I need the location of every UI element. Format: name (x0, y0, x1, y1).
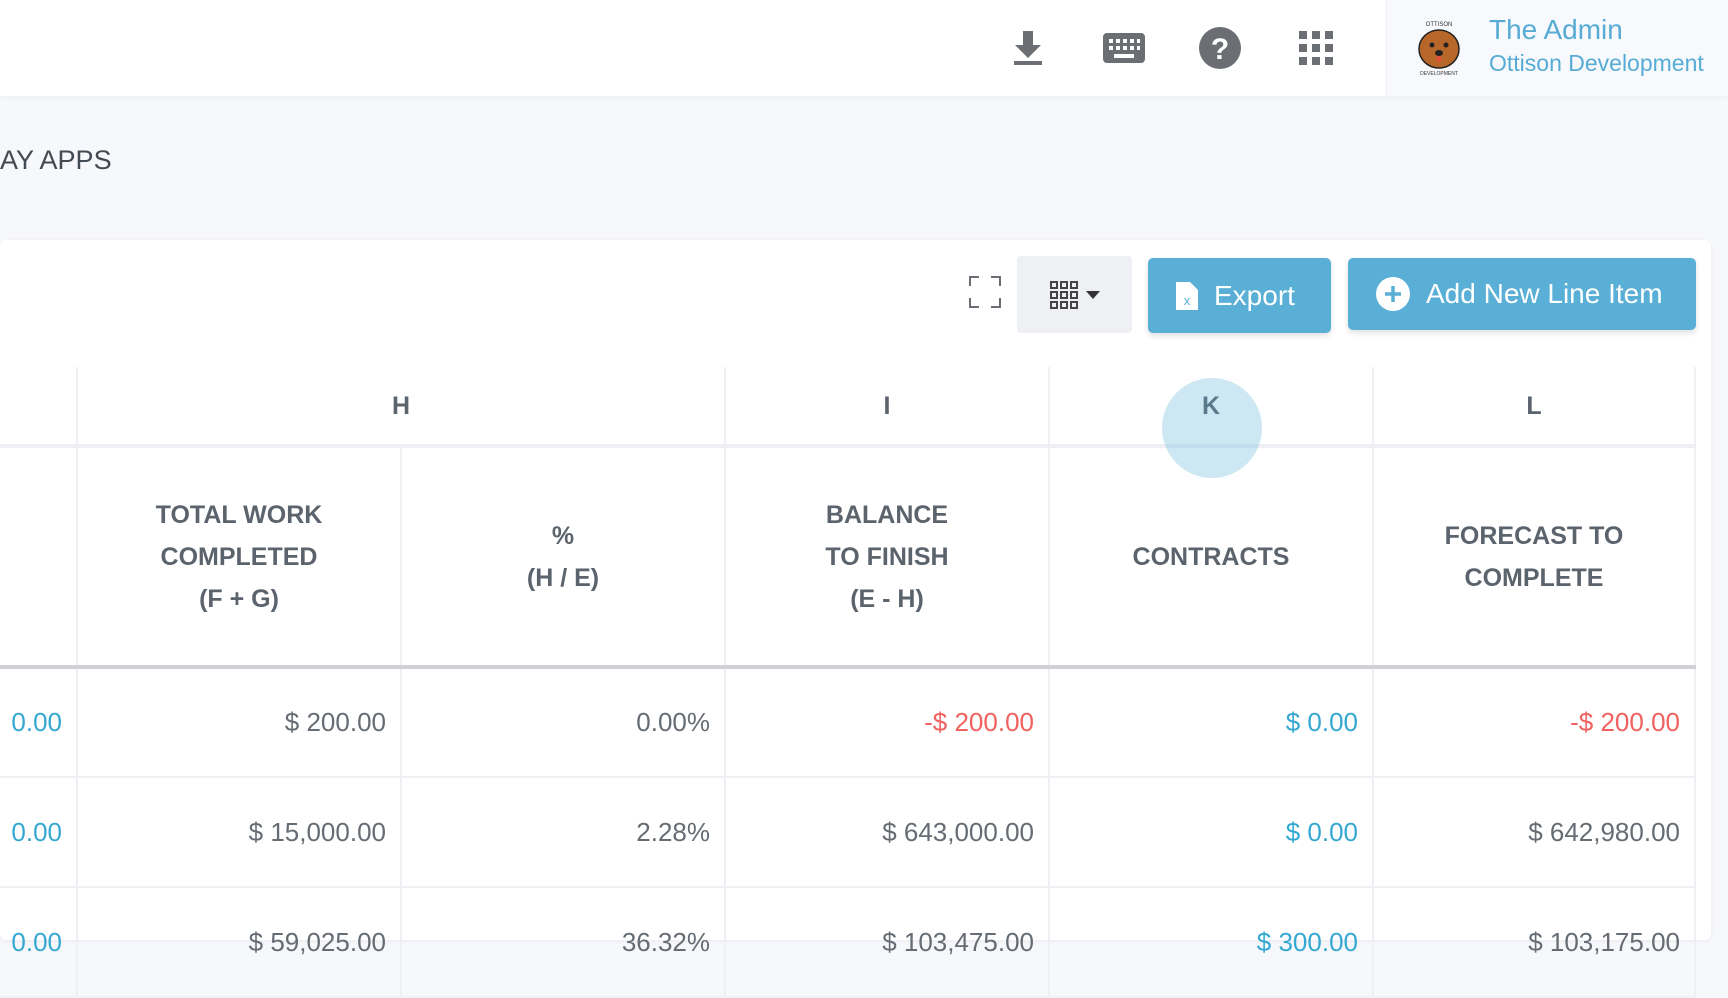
table-cell: $ 59,025.00 (77, 887, 402, 998)
header-percent[interactable]: % (H / E) (401, 446, 726, 669)
table-cell: $ 15,000.00 (77, 777, 402, 888)
column-chooser-button[interactable] (1017, 256, 1132, 333)
header-balance-to-finish[interactable]: BALANCE TO FINISH (E - H) (725, 446, 1050, 669)
header-line: TOTAL WORK (155, 500, 323, 529)
table-cell: 2.28% (401, 777, 726, 888)
table-cell: -$ 200.00 (1373, 667, 1696, 778)
click-ripple (1162, 378, 1262, 478)
header-line: (H / E) (526, 563, 600, 592)
header-line: CONTRACTS (1132, 542, 1290, 571)
export-button[interactable]: x Export (1148, 258, 1331, 333)
column-grid-icon (1049, 280, 1078, 309)
table-row[interactable]: 0.00 $ 59,025.00 36.32% $ 103,475.00 $ 300.0… (0, 887, 1696, 998)
header-line: BALANCE (825, 500, 949, 529)
table-row[interactable]: 0.00 $ 200.00 0.00% -$ 200.00 $ 0.00 -$ 200.0… (0, 667, 1696, 778)
svg-text:?: ? (1211, 33, 1229, 66)
excel-file-icon: x (1176, 281, 1198, 310)
table-cell: $ 103,175.00 (1373, 887, 1696, 998)
table-cell: $ 0.00 (1049, 777, 1374, 888)
table-cell: $ 0.00 (1049, 667, 1374, 778)
header-line: % (551, 521, 575, 550)
header-line: (F + G) (199, 584, 279, 613)
fullscreen-icon[interactable] (969, 276, 1001, 308)
column-letter-k[interactable]: K (1049, 367, 1374, 448)
company-logo: OTTISON DEVELOPMENT (1418, 22, 1460, 76)
user-menu[interactable]: OTTISON DEVELOPMENT The Admin Ottison Dev… (1386, 0, 1728, 96)
caret-down-icon (1085, 290, 1100, 299)
table-cell: 0.00 (0, 887, 78, 998)
page-title: AY APPS (0, 145, 112, 175)
add-line-item-label: Add New Line Item (1426, 278, 1663, 309)
help-icon[interactable]: ? (1198, 26, 1242, 70)
table-cell: 36.32% (401, 887, 726, 998)
keyboard-icon[interactable] (1102, 26, 1146, 70)
header-forecast-to-complete[interactable]: FORECAST TO COMPLETE (1373, 446, 1696, 669)
column-header (0, 446, 78, 669)
header-line: TO FINISH (825, 542, 949, 571)
column-letter-i[interactable]: I (725, 367, 1050, 448)
svg-text:OTTISON: OTTISON (1426, 22, 1453, 28)
svg-text:x: x (1184, 293, 1191, 308)
line-items-table: H I K L TOTAL WORK COMPLETED (F + G) % (H /… (0, 367, 1696, 998)
table-cell: $ 643,000.00 (725, 777, 1050, 888)
table-cell: $ 200.00 (77, 667, 402, 778)
export-label: Export (1214, 279, 1295, 311)
header-line: (E - H) (850, 584, 924, 613)
header-line: COMPLETED (160, 542, 318, 571)
download-icon[interactable] (1006, 26, 1050, 70)
top-bar: ? OTTISON DEVELOPMENT The Admin Ottison D… (0, 0, 1728, 96)
add-line-item-button[interactable]: Add New Line Item (1348, 258, 1696, 330)
user-name: The Admin (1489, 14, 1623, 45)
header-line: COMPLETE (1464, 563, 1604, 592)
apps-grid-icon[interactable] (1294, 26, 1338, 70)
header-contracts[interactable]: CONTRACTS (1049, 446, 1374, 669)
table-cell: 0.00 (0, 667, 78, 778)
table-cell: -$ 200.00 (725, 667, 1050, 778)
plus-circle-icon (1376, 277, 1410, 311)
column-letter (0, 367, 78, 448)
header-total-work-completed[interactable]: TOTAL WORK COMPLETED (F + G) (77, 446, 402, 669)
svg-text:DEVELOPMENT: DEVELOPMENT (1420, 71, 1458, 76)
table-cell: $ 103,475.00 (725, 887, 1050, 998)
column-letter-l[interactable]: L (1373, 367, 1696, 448)
table-cell: 0.00 (0, 777, 78, 888)
header-line: FORECAST TO (1444, 521, 1624, 550)
table-row[interactable]: 0.00 $ 15,000.00 2.28% $ 643,000.00 $ 0.00 $ … (0, 777, 1696, 888)
table-cell: 0.00% (401, 667, 726, 778)
user-organization: Ottison Development (1489, 50, 1704, 76)
table-cell: $ 642,980.00 (1373, 777, 1696, 888)
column-letter-h[interactable]: H (77, 367, 726, 448)
table-cell: $ 300.00 (1049, 887, 1374, 998)
